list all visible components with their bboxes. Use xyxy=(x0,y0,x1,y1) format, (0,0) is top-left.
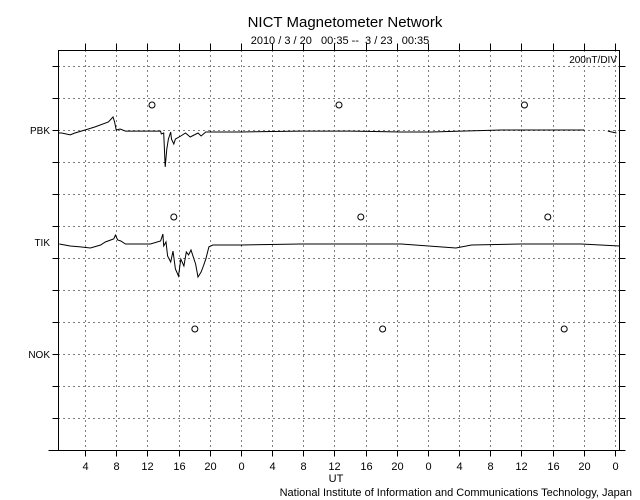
x-tick-label: 0 xyxy=(238,461,244,473)
local-noon-marker xyxy=(520,101,528,109)
local-noon-marker xyxy=(335,101,343,109)
x-tick-label: 12 xyxy=(141,461,153,473)
station-label: PBK xyxy=(30,126,50,137)
x-tick-label: 4 xyxy=(82,461,88,473)
local-noon-marker xyxy=(148,101,156,109)
x-axis: 4 8 12 16 20 0 4 8 12 16 20 0 4 8 12 16 20 0 xyxy=(48,43,626,473)
scale-label: 200nT/DIV xyxy=(569,55,617,66)
x-axis-label: UT xyxy=(329,473,344,485)
x-tick-label: 16 xyxy=(547,461,559,473)
plot-frame xyxy=(58,50,620,451)
local-noon-marker xyxy=(191,325,199,333)
series: PBK TIK NOK xyxy=(28,101,620,361)
local-noon-marker xyxy=(357,213,365,221)
chart-subtitle: 2010 / 3 / 20 00:35 -- 3 / 23 00:35 xyxy=(251,35,430,47)
x-tick-label: 12 xyxy=(328,461,340,473)
x-tick-label: 4 xyxy=(456,461,462,473)
x-tick-label: 16 xyxy=(173,461,185,473)
trace-line-tik xyxy=(59,233,620,279)
x-tick-label: 16 xyxy=(360,461,372,473)
station-label: NOK xyxy=(28,350,50,361)
series-tik: TIK xyxy=(34,213,620,279)
trace-line-pbk xyxy=(607,130,617,134)
chart-title: NICT Magnetometer Network xyxy=(248,14,443,31)
x-tick-label: 8 xyxy=(300,461,306,473)
station-label: TIK xyxy=(34,238,50,249)
local-noon-marker xyxy=(379,325,387,333)
local-noon-marker xyxy=(544,213,552,221)
x-tick-label: 12 xyxy=(515,461,527,473)
x-tick-label: 0 xyxy=(612,461,618,473)
footer-credit: National Institute of Information and Co… xyxy=(280,487,632,499)
trace-line-pbk xyxy=(58,116,585,167)
local-noon-marker xyxy=(560,325,568,333)
x-tick-label: 20 xyxy=(578,461,590,473)
x-tick-label: 8 xyxy=(113,461,119,473)
x-tick-label: 20 xyxy=(204,461,216,473)
x-tick-label: 20 xyxy=(391,461,403,473)
grid xyxy=(52,50,626,451)
series-nok: NOK xyxy=(28,325,568,361)
local-noon-marker xyxy=(170,213,178,221)
x-tick-label: 4 xyxy=(269,461,275,473)
series-pbk: PBK xyxy=(30,101,617,167)
x-tick-label: 0 xyxy=(425,461,431,473)
x-tick-label: 8 xyxy=(487,461,493,473)
